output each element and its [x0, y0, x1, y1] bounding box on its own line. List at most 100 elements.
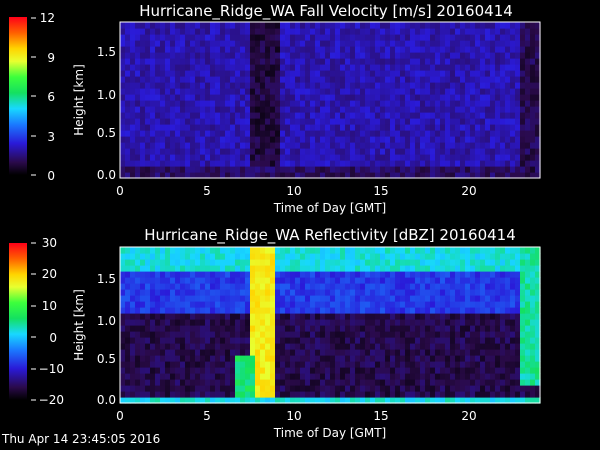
reflectivity-heatmap-cell — [425, 355, 431, 362]
reflectivity-heatmap-cell — [290, 325, 296, 332]
reflectivity-heatmap-cell — [380, 343, 386, 350]
fall-velocity-heatmap-cell — [360, 166, 366, 173]
fall-velocity-heatmap-cell — [425, 136, 431, 143]
fall-velocity-heatmap-cell — [125, 112, 131, 119]
fall-velocity-heatmap-cell — [345, 148, 351, 155]
reflectivity-heatmap-cell — [220, 391, 226, 398]
reflectivity-heatmap-cell — [355, 325, 361, 332]
fall-velocity-heatmap-cell — [480, 124, 486, 131]
reflectivity-heatmap-cell — [215, 265, 221, 272]
fall-velocity-heatmap-cell — [480, 46, 486, 53]
fall-velocity-heatmap-cell — [495, 100, 501, 107]
fall-velocity-heatmap-cell — [330, 154, 336, 161]
reflectivity-heatmap-cell — [535, 283, 541, 290]
fall-velocity-heatmap-cell — [255, 46, 261, 53]
reflectivity-heatmap-cell — [455, 337, 461, 344]
reflectivity-heatmap-cell — [400, 265, 406, 272]
reflectivity-heatmap-cell — [265, 313, 271, 320]
reflectivity-heatmap-cell — [210, 265, 216, 272]
fall-velocity-heatmap-cell — [420, 154, 426, 161]
reflectivity-heatmap-cell — [375, 301, 381, 308]
fall-velocity-heatmap-cell — [120, 136, 126, 143]
reflectivity-heatmap-cell — [275, 343, 281, 350]
fall-velocity-heatmap-cell — [420, 58, 426, 65]
fall-velocity-heatmap-cell — [155, 64, 161, 71]
fall-velocity-heatmap-cell — [310, 82, 316, 89]
reflectivity-heatmap-cell — [470, 301, 476, 308]
reflectivity-heatmap-cell — [340, 277, 346, 284]
fall-velocity-heatmap-cell — [345, 142, 351, 149]
fall-velocity-heatmap-cell — [145, 130, 151, 137]
fall-velocity-heatmap-cell — [145, 100, 151, 107]
fall-velocity-heatmap-cell — [245, 46, 251, 53]
fall-velocity-heatmap-cell — [340, 88, 346, 95]
fall-velocity-heatmap-cell — [385, 154, 391, 161]
reflectivity-heatmap-cell — [135, 259, 141, 266]
fall-velocity-heatmap-cell — [495, 106, 501, 113]
fall-velocity-heatmap-cell — [200, 64, 206, 71]
fall-velocity-heatmap-cell — [525, 46, 531, 53]
reflectivity-heatmap-cell — [455, 349, 461, 356]
reflectivity-heatmap-cell — [245, 319, 251, 326]
fall-velocity-heatmap-cell — [370, 130, 376, 137]
reflectivity-heatmap-cell — [380, 283, 386, 290]
fall-velocity-heatmap-cell — [255, 40, 261, 47]
fall-velocity-heatmap-cell — [400, 40, 406, 47]
fall-velocity-heatmap-cell — [525, 160, 531, 167]
reflectivity-heatmap-cell — [410, 295, 416, 302]
fall-velocity-heatmap-cell — [255, 106, 261, 113]
fall-velocity-heatmap-cell — [520, 40, 526, 47]
fall-velocity-heatmap-cell — [390, 166, 396, 173]
fall-velocity-heatmap-cell — [425, 22, 431, 29]
reflectivity-heatmap-cell — [390, 361, 396, 368]
fall-velocity-heatmap-cell — [535, 46, 541, 53]
fall-velocity-heatmap-cell — [175, 22, 181, 29]
fall-velocity-heatmap-cell — [465, 40, 471, 47]
fall-velocity-heatmap-cell — [250, 94, 256, 101]
reflectivity-heatmap-cell — [270, 289, 276, 296]
fall-velocity-heatmap-cell — [335, 100, 341, 107]
reflectivity-heatmap-cell — [165, 265, 171, 272]
reflectivity-heatmap-cell — [480, 301, 486, 308]
reflectivity-heatmap-cell — [305, 397, 311, 404]
reflectivity-heatmap-cell — [135, 319, 141, 326]
reflectivity-heatmap-cell — [260, 265, 266, 272]
fall-velocity-heatmap-cell — [210, 76, 216, 83]
reflectivity-heatmap-cell — [395, 325, 401, 332]
reflectivity-heatmap-cell — [355, 295, 361, 302]
fall-velocity-heatmap-cell — [170, 22, 176, 29]
reflectivity-heatmap-cell — [415, 301, 421, 308]
reflectivity-heatmap-cell — [260, 367, 266, 374]
reflectivity-heatmap-cell — [360, 247, 366, 254]
fall-velocity-heatmap-cell — [425, 70, 431, 77]
reflectivity-heatmap-cell — [480, 397, 486, 404]
fall-velocity-heatmap-cell — [150, 88, 156, 95]
fall-velocity-heatmap-cell — [315, 172, 321, 179]
fall-velocity-heatmap-cell — [510, 172, 516, 179]
reflectivity-heatmap-cell — [275, 355, 281, 362]
reflectivity-heatmap-cell — [235, 313, 241, 320]
fall-velocity-heatmap-cell — [375, 142, 381, 149]
reflectivity-heatmap-cell — [125, 277, 131, 284]
reflectivity-heatmap-cell — [270, 343, 276, 350]
fall-velocity-heatmap-cell — [350, 166, 356, 173]
reflectivity-heatmap-cell — [380, 397, 386, 404]
fall-velocity-heatmap-cell — [525, 100, 531, 107]
reflectivity-heatmap-cell — [425, 289, 431, 296]
reflectivity-heatmap-cell — [490, 355, 496, 362]
fall-velocity-heatmap-cell — [515, 160, 521, 167]
reflectivity-heatmap-cell — [200, 367, 206, 374]
reflectivity-heatmap-cell — [235, 367, 241, 374]
reflectivity-heatmap-cell — [225, 313, 231, 320]
reflectivity-heatmap-cell — [275, 325, 281, 332]
fall-velocity-heatmap-cell — [385, 46, 391, 53]
fall-velocity-heatmap-cell — [335, 22, 341, 29]
reflectivity-heatmap-cell — [525, 379, 531, 386]
fall-velocity-heatmap-cell — [320, 34, 326, 41]
fall-velocity-heatmap-cell — [215, 46, 221, 53]
fall-velocity-heatmap-cell — [155, 124, 161, 131]
reflectivity-heatmap-cell — [300, 301, 306, 308]
fall-velocity-heatmap-cell — [185, 70, 191, 77]
fall-velocity-heatmap-cell — [535, 34, 541, 41]
fall-velocity-heatmap-cell — [140, 88, 146, 95]
